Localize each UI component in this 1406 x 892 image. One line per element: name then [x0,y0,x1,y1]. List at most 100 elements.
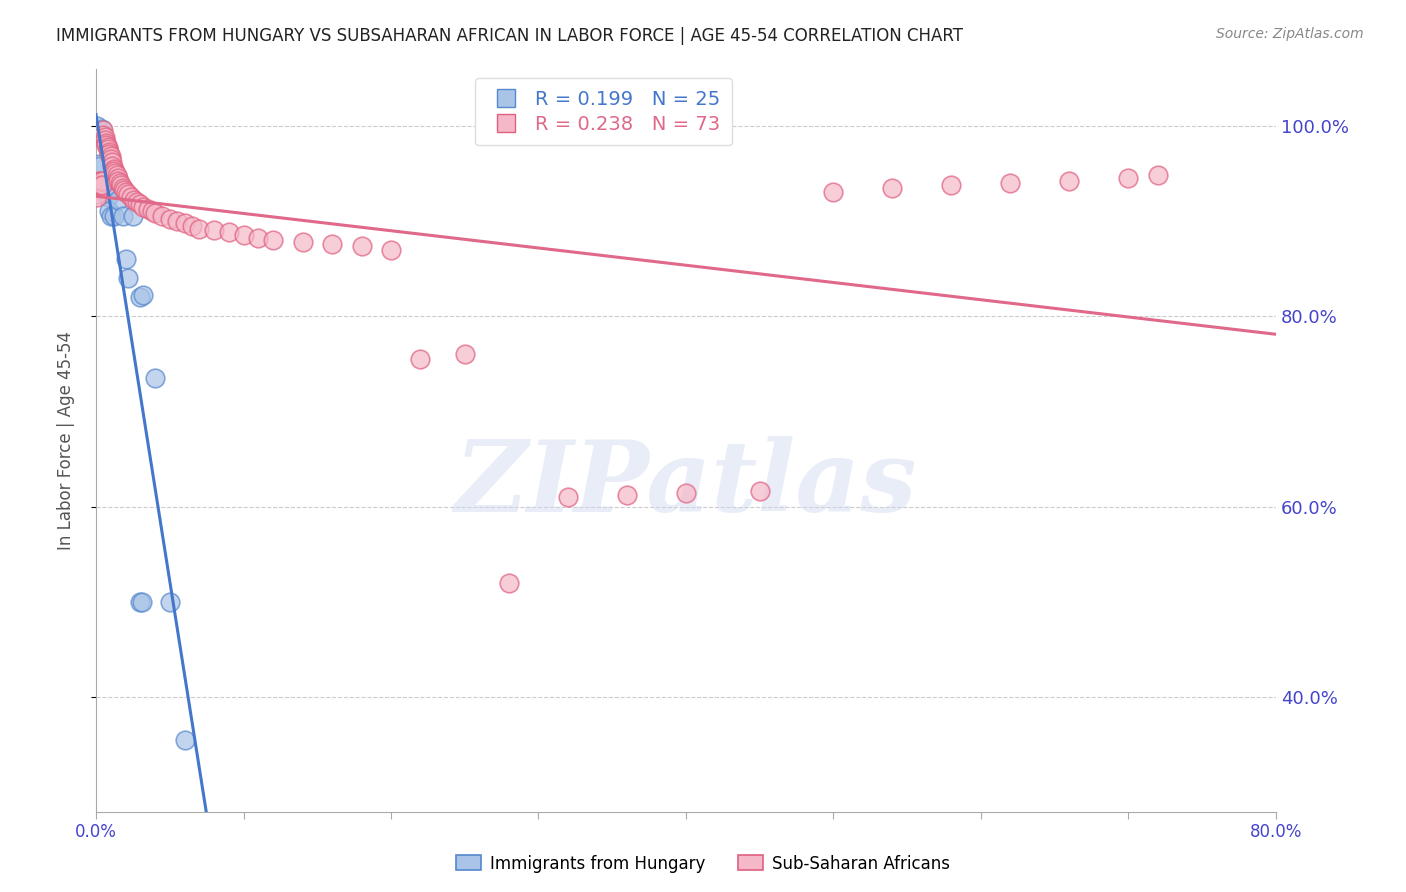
Point [96,187,118,202]
Point [90,178,112,192]
Point [122,209,145,223]
Point [675,486,697,500]
Point [114,186,136,200]
Point [87,178,110,192]
Point [454,347,477,361]
Point [173,733,195,747]
Point [111,180,134,194]
Point [350,238,373,252]
Point [1118,171,1140,186]
Point [131,595,153,609]
Point [105,168,128,182]
Point [100,152,122,166]
Point [107,174,129,188]
Point [132,200,155,214]
Point [247,231,270,245]
Point [180,219,202,233]
Point [141,204,163,219]
Point [616,488,638,502]
Point [129,290,152,304]
Point [93,180,115,194]
Point [159,212,181,227]
Point [98,204,121,219]
Point [1147,168,1170,182]
Point [823,186,845,200]
Point [166,214,188,228]
Point [1000,176,1022,190]
Point [89,174,111,188]
Point [112,184,135,198]
Point [150,209,173,223]
Point [117,187,139,202]
Legend: R = 0.199   N = 25, R = 0.238   N = 73: R = 0.199 N = 25, R = 0.238 N = 73 [475,78,733,145]
Point [97,143,120,157]
Point [188,221,211,235]
Point [100,149,122,163]
Point [143,206,166,220]
Point [107,193,129,207]
Point [104,166,127,180]
Point [103,164,125,178]
Point [107,171,129,186]
Point [120,190,142,204]
Point [380,243,402,257]
Point [87,174,110,188]
Point [129,595,152,609]
Point [321,236,343,251]
Point [90,174,112,188]
Point [882,180,904,194]
Point [94,186,117,200]
Point [90,180,112,194]
Text: IMMIGRANTS FROM HUNGARY VS SUBSAHARAN AFRICAN IN LABOR FORCE | AGE 45-54 CORRELA: IMMIGRANTS FROM HUNGARY VS SUBSAHARAN AF… [56,27,963,45]
Point [86,119,108,133]
Point [86,187,108,202]
Point [129,196,152,211]
Point [103,161,125,176]
Point [136,202,159,217]
Point [94,130,117,145]
Point [262,233,284,247]
Point [101,154,124,169]
Point [202,223,225,237]
Point [93,123,115,137]
Point [111,209,134,223]
Point [748,484,770,499]
Point [87,157,110,171]
Point [110,178,132,192]
Point [97,139,120,153]
Point [498,575,520,590]
Point [98,145,121,160]
Legend: Immigrants from Hungary, Sub-Saharan Africans: Immigrants from Hungary, Sub-Saharan Afr… [450,848,956,880]
Point [941,178,963,192]
Point [127,194,149,209]
Point [232,228,254,243]
Point [1059,174,1081,188]
Text: ZIPatlas: ZIPatlas [454,436,917,533]
Point [89,178,111,192]
Point [103,209,125,223]
Point [93,128,115,143]
Point [108,176,131,190]
Point [124,193,146,207]
Point [89,159,111,173]
Point [291,235,314,249]
Point [90,122,112,136]
Point [96,137,118,152]
Point [143,371,166,385]
Point [117,271,139,285]
Point [409,352,432,367]
Point [94,184,117,198]
Point [159,595,181,609]
Point [173,216,195,230]
Y-axis label: In Labor Force | Age 45-54: In Labor Force | Age 45-54 [58,331,75,549]
Point [96,136,118,150]
Point [114,252,136,266]
Point [97,190,120,204]
Point [557,490,579,504]
Text: Source: ZipAtlas.com: Source: ZipAtlas.com [1216,27,1364,41]
Point [218,225,240,239]
Point [100,209,122,223]
Point [98,147,121,161]
Point [94,133,117,147]
Point [132,288,155,302]
